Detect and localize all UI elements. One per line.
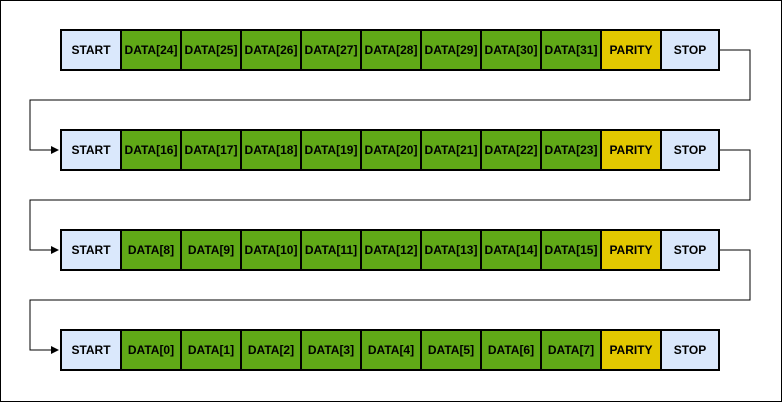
parity-bit: PARITY	[602, 231, 662, 269]
data-bit: DATA[23]	[542, 131, 602, 169]
data-bit: DATA[14]	[482, 231, 542, 269]
stop-bit: STOP	[662, 31, 718, 69]
data-bit: DATA[28]	[362, 31, 422, 69]
data-bit: DATA[11]	[302, 231, 362, 269]
data-bit: DATA[29]	[422, 31, 482, 69]
data-bit: DATA[27]	[302, 31, 362, 69]
data-bit: DATA[1]	[182, 331, 242, 369]
data-bit: DATA[20]	[362, 131, 422, 169]
data-bit: DATA[0]	[122, 331, 182, 369]
parity-bit: PARITY	[602, 131, 662, 169]
start-bit: START	[62, 131, 122, 169]
start-bit: START	[62, 31, 122, 69]
data-bit: DATA[4]	[362, 331, 422, 369]
data-bit: DATA[10]	[242, 231, 302, 269]
data-bit: DATA[17]	[182, 131, 242, 169]
data-bit: DATA[2]	[242, 331, 302, 369]
frame-row-3: START DATA[8] DATA[9] DATA[10] DATA[11] …	[60, 229, 720, 271]
data-bit: DATA[19]	[302, 131, 362, 169]
frame-row-2: START DATA[16] DATA[17] DATA[18] DATA[19…	[60, 129, 720, 171]
stop-bit: STOP	[662, 331, 718, 369]
data-bit: DATA[8]	[122, 231, 182, 269]
data-bit: DATA[21]	[422, 131, 482, 169]
parity-bit: PARITY	[602, 331, 662, 369]
frame-row-4: START DATA[0] DATA[1] DATA[2] DATA[3] DA…	[60, 329, 720, 371]
start-bit: START	[62, 231, 122, 269]
data-bit: DATA[6]	[482, 331, 542, 369]
data-bit: DATA[18]	[242, 131, 302, 169]
start-bit: START	[62, 331, 122, 369]
data-bit: DATA[30]	[482, 31, 542, 69]
data-bit: DATA[16]	[122, 131, 182, 169]
data-bit: DATA[24]	[122, 31, 182, 69]
data-bit: DATA[7]	[542, 331, 602, 369]
data-bit: DATA[12]	[362, 231, 422, 269]
data-bit: DATA[15]	[542, 231, 602, 269]
stop-bit: STOP	[662, 131, 718, 169]
data-bit: DATA[13]	[422, 231, 482, 269]
data-bit: DATA[31]	[542, 31, 602, 69]
data-bit: DATA[9]	[182, 231, 242, 269]
data-bit: DATA[22]	[482, 131, 542, 169]
frame-row-1: START DATA[24] DATA[25] DATA[26] DATA[27…	[60, 29, 720, 71]
data-bit: DATA[3]	[302, 331, 362, 369]
stop-bit: STOP	[662, 231, 718, 269]
data-bit: DATA[26]	[242, 31, 302, 69]
data-bit: DATA[5]	[422, 331, 482, 369]
data-bit: DATA[25]	[182, 31, 242, 69]
parity-bit: PARITY	[602, 31, 662, 69]
